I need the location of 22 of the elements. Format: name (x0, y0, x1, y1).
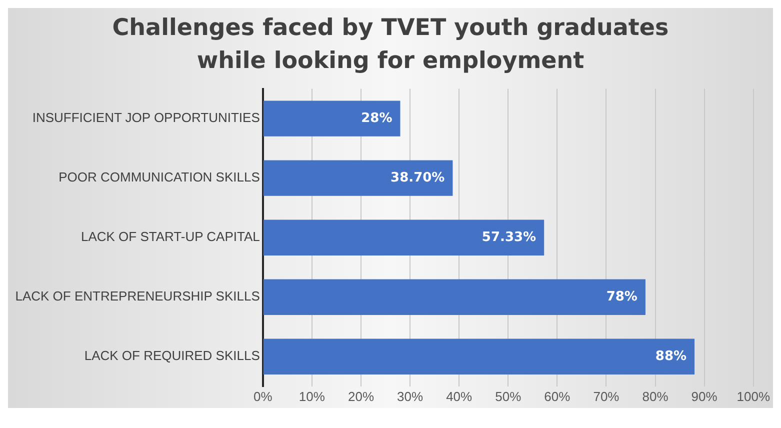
x-tick-label: 10% (298, 388, 326, 404)
data-label: 38.70% (390, 170, 445, 186)
x-tick-label: 20% (348, 388, 374, 404)
y-tick-label: POOR COMMUNICATION SKILLS (58, 170, 260, 185)
y-tick-label: LACK OF START-UP CAPITAL (80, 229, 260, 244)
x-tick-label: 30% (397, 388, 424, 404)
x-tick-label: 40% (446, 388, 473, 404)
y-tick-label: LACK OF REQUIRED SKILLS (84, 348, 260, 364)
data-label: 78% (606, 289, 638, 304)
x-tick-label: 50% (495, 388, 522, 404)
x-tick-label: 70% (593, 388, 620, 404)
data-label: 57.33% (482, 230, 536, 245)
x-tick-label: 0% (254, 388, 273, 404)
y-tick-label: INSUFFICIENT JOP OPPORTUNITIES (32, 110, 260, 126)
data-label: 28% (361, 110, 392, 126)
x-tick-label: 80% (642, 388, 669, 404)
y-tick-label: LACK OF ENTREPRENEURSHIP SKILLS (15, 288, 260, 304)
x-tick-label: 60% (544, 388, 571, 404)
data-label: 88% (655, 349, 687, 364)
x-tick-label: 90% (691, 388, 718, 404)
chart-title: Challenges faced by TVET youth graduates while looking for employment (111, 14, 670, 76)
x-tick-label: 100% (736, 388, 770, 404)
